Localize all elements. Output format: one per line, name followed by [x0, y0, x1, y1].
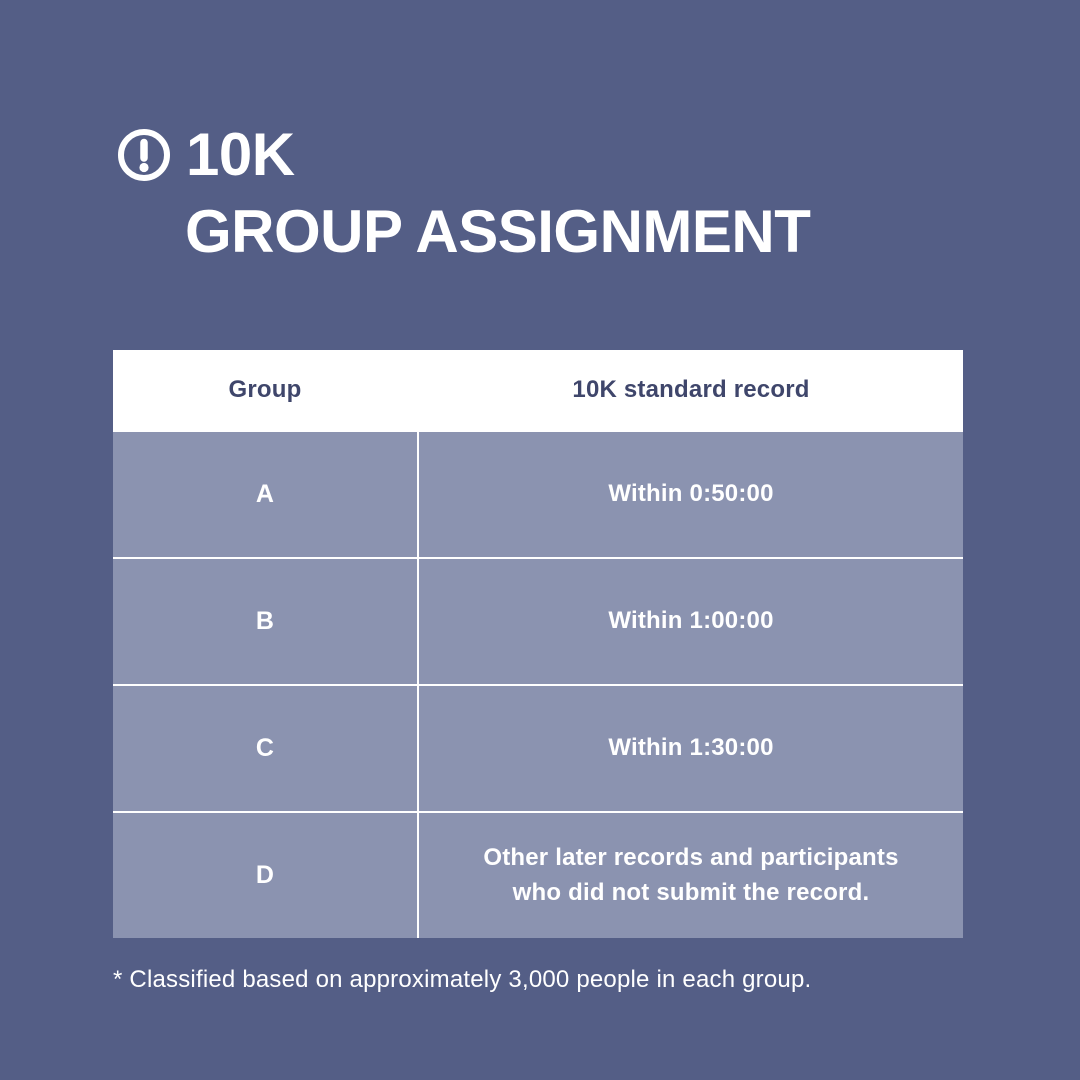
title-block: 10K GROUP ASSIGNMENT [116, 124, 811, 265]
column-header-group: Group [113, 350, 419, 430]
group-cell: D [113, 813, 419, 938]
title-line1: 10K [186, 121, 295, 188]
alert-circle-icon [116, 127, 172, 183]
group-assignment-table: Group 10K standard record A Within 0:50:… [113, 350, 963, 938]
table-row-d: D Other later records and participants w… [113, 811, 963, 938]
title-line2: GROUP ASSIGNMENT [185, 198, 811, 265]
table-row-c: C Within 1:30:00 [113, 684, 963, 811]
footnote: * Classified based on approximately 3,00… [113, 966, 812, 993]
record-cell: Within 0:50:00 [608, 480, 774, 508]
table-row-b: B Within 1:00:00 [113, 557, 963, 684]
group-cell: A [113, 432, 419, 557]
column-header-record: 10K standard record [572, 376, 810, 403]
group-cell: C [113, 686, 419, 811]
title-row: 10K [116, 124, 810, 186]
record-cell: Within 1:00:00 [608, 607, 774, 635]
record-cell: Within 1:30:00 [608, 734, 774, 762]
table-header-row: Group 10K standard record [113, 350, 963, 430]
group-cell: B [113, 559, 419, 684]
record-cell: Other later records and participants who… [483, 843, 899, 906]
table-row-a: A Within 0:50:00 [113, 430, 963, 557]
